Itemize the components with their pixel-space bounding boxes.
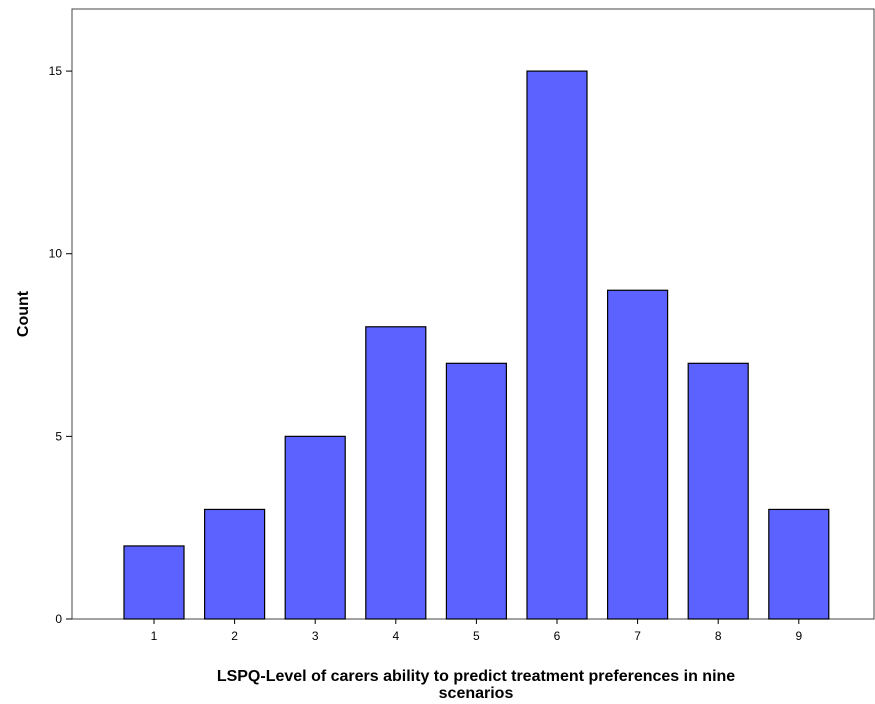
bars <box>123 70 830 620</box>
bar-5 <box>445 362 507 620</box>
bar-4 <box>365 326 427 620</box>
x-tick-label-1: 1 <box>151 629 158 643</box>
x-tick-label-2: 2 <box>231 629 238 643</box>
x-axis-ticks: 1 2 3 4 5 6 7 8 9 <box>151 619 802 643</box>
x-tick-label-9: 9 <box>795 629 802 643</box>
bar-9 <box>768 508 830 620</box>
y-tick-label-15: 15 <box>49 64 63 78</box>
y-tick-label-5: 5 <box>55 429 62 443</box>
y-tick-label-0: 0 <box>55 612 62 626</box>
y-axis-ticks: 0 5 10 15 <box>49 64 72 626</box>
bar-8 <box>687 362 749 620</box>
x-tick-label-8: 8 <box>715 629 722 643</box>
x-tick-label-6: 6 <box>554 629 561 643</box>
y-axis-title: Count <box>15 290 32 337</box>
x-tick-label-3: 3 <box>312 629 319 643</box>
x-axis-title-line-2: scenarios <box>439 685 514 702</box>
x-tick-label-7: 7 <box>634 629 641 643</box>
bar-1 <box>123 545 185 620</box>
bar-3 <box>284 435 346 620</box>
y-tick-label-10: 10 <box>49 247 63 261</box>
x-tick-label-5: 5 <box>473 629 480 643</box>
x-axis-title-line-1: LSPQ-Level of carers ability to predict … <box>217 668 735 685</box>
bar-7 <box>606 289 669 620</box>
x-tick-label-4: 4 <box>392 629 399 643</box>
bar-6 <box>526 70 588 620</box>
bar-2 <box>204 508 266 620</box>
